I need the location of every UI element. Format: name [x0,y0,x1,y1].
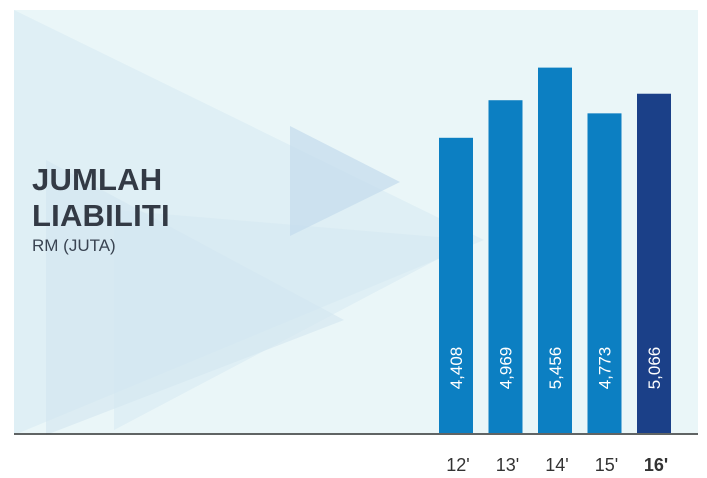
chart-title-line-2: LIABILITI [32,198,170,233]
decor-triangle-middle [114,210,474,430]
data-label-13: 4,969 [497,347,516,390]
data-label-14: 5,456 [546,347,565,390]
tick-label-13: 13' [496,455,519,475]
bar-14 [538,67,572,433]
bar-15 [587,113,622,434]
decor-triangle-small [290,126,400,236]
tick-label-14: 14' [545,455,568,475]
bar-16 [637,93,671,433]
data-label-15: 4,773 [596,347,615,390]
chart-title: JUMLAH LIABILITI [32,162,170,234]
data-label-12: 4,408 [447,347,466,390]
bar-12 [439,137,473,433]
tick-label-16: 16' [644,455,668,475]
chart-panel: JUMLAH LIABILITI RM (JUTA) [14,10,698,435]
tick-label-12: 12' [446,455,469,475]
chart-title-line-1: JUMLAH [32,162,163,197]
tick-label-15: 15' [595,455,618,475]
data-label-16: 5,066 [645,347,664,390]
bar-13 [488,100,523,433]
chart-unit: RM (JUTA) [32,236,116,255]
decorative-triangles [14,10,484,435]
